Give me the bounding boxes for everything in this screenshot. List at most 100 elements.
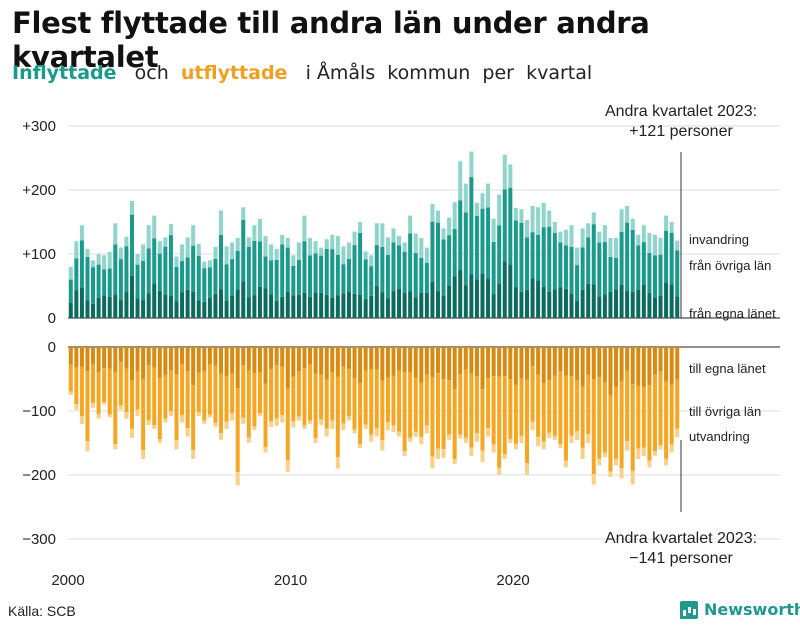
out-bar-utvandring [219,433,224,440]
out-bar-egna-lanet [541,347,546,383]
out-bar-ovriga-lan [235,388,240,473]
annotation-bottom-line1: Andra kvartalet 2023: [605,530,757,547]
in-bar-invandring [591,212,596,225]
out-bar-ovriga-lan [419,382,424,438]
out-bar-ovriga-lan [157,377,162,440]
in-bar-invandring [257,218,262,242]
in-bar-egna-lanet [113,294,118,318]
out-bar-utvandring [269,421,274,427]
in-bar-ovriga-lan [586,237,591,284]
out-bar-ovriga-lan [491,376,496,445]
out-bar-utvandring [129,428,134,438]
out-bar-ovriga-lan [68,364,73,392]
out-bar-egna-lanet [447,347,452,381]
out-bar-utvandring [163,418,168,423]
out-bar-ovriga-lan [124,368,129,413]
out-bar-utvandring [280,414,285,423]
out-bar-utvandring [424,425,429,434]
in-bar-egna-lanet [330,297,335,318]
out-bar-ovriga-lan [430,377,435,457]
out-bar-utvandring [480,450,485,463]
in-bar-invandring [74,241,79,259]
out-bar-utvandring [630,470,635,485]
in-bar-invandring [480,193,485,209]
in-bar-invandring [196,243,201,256]
in-bar-invandring [224,246,229,265]
in-bar-invandring [519,209,524,223]
in-bar-ovriga-lan [313,253,318,293]
in-bar-ovriga-lan [530,232,535,279]
in-bar-invandring [530,206,535,233]
gridlines [68,125,780,540]
in-bar-egna-lanet [547,291,552,318]
out-bar-egna-lanet [257,347,262,373]
out-bar-utvandring [358,443,363,449]
in-bar-invandring [185,237,190,258]
in-bar-ovriga-lan [641,242,646,285]
out-bar-utvandring [402,451,407,456]
in-bar-ovriga-lan [397,245,402,289]
in-bar-ovriga-lan [602,241,607,295]
annotation-bottom-line2: −141 personer [629,550,733,567]
out-bar-ovriga-lan [341,366,346,424]
in-bar-ovriga-lan [647,252,652,294]
out-bar-ovriga-lan [302,368,307,426]
ytick-bottom-label: −200 [22,467,56,484]
in-bar-invandring [319,247,324,256]
out-bar-ovriga-lan [480,389,485,451]
out-bar-egna-lanet [313,347,318,374]
in-bar-egna-lanet [463,285,468,318]
out-bar-utvandring [180,414,185,423]
out-bar-ovriga-lan [469,373,474,448]
in-bar-ovriga-lan [213,258,218,294]
in-bar-egna-lanet [135,298,140,318]
in-bar-ovriga-lan [652,255,657,298]
in-bar-egna-lanet [530,278,535,318]
in-bar-ovriga-lan [308,255,313,297]
out-bar-egna-lanet [291,347,296,377]
out-bar-utvandring [291,421,296,428]
out-bar-utvandring [385,422,390,431]
out-bar-ovriga-lan [385,377,390,423]
out-bar-utvandring [235,472,240,486]
in-bar-egna-lanet [152,283,157,318]
out-bar-ovriga-lan [641,387,646,448]
out-bar-utvandring [497,467,502,475]
in-bar-egna-lanet [324,294,329,318]
out-bar-utvandring [641,447,646,456]
in-bar-ovriga-lan [541,227,546,288]
out-bar-egna-lanet [664,347,669,382]
in-bar-invandring [563,229,568,246]
out-bar-ovriga-lan [96,372,101,415]
in-bar-egna-lanet [102,295,107,318]
out-bar-egna-lanet [358,347,363,383]
out-bar-egna-lanet [675,347,680,380]
out-bar-egna-lanet [525,347,530,380]
out-bar-utvandring [246,437,251,443]
in-bar-ovriga-lan [96,264,101,298]
in-bar-ovriga-lan [79,240,84,288]
out-bar-ovriga-lan [352,378,357,430]
out-bar-utvandring [397,431,402,437]
out-bar-egna-lanet [474,347,479,377]
in-bar-ovriga-lan [380,246,385,293]
out-bar-utvandring [107,414,112,418]
in-bar-ovriga-lan [625,222,630,291]
out-bar-egna-lanet [519,347,524,379]
out-bar-ovriga-lan [558,371,563,444]
out-bar-utvandring [586,434,591,443]
in-bar-invandring [113,223,118,245]
in-bar-invandring [346,242,351,259]
out-bar-utvandring [330,420,335,429]
brand-logo[interactable]: Newsworthy [680,600,800,619]
in-bar-invandring [358,222,363,233]
out-bar-utvandring [597,458,602,466]
out-bar-egna-lanet [352,347,357,379]
in-bar-invandring [102,255,107,270]
in-bar-egna-lanet [285,291,290,318]
in-bar-ovriga-lan [391,242,396,292]
out-bar-ovriga-lan [241,365,246,418]
in-bar-ovriga-lan [547,226,552,292]
in-bar-egna-lanet [358,294,363,318]
out-bar-egna-lanet [341,347,346,367]
